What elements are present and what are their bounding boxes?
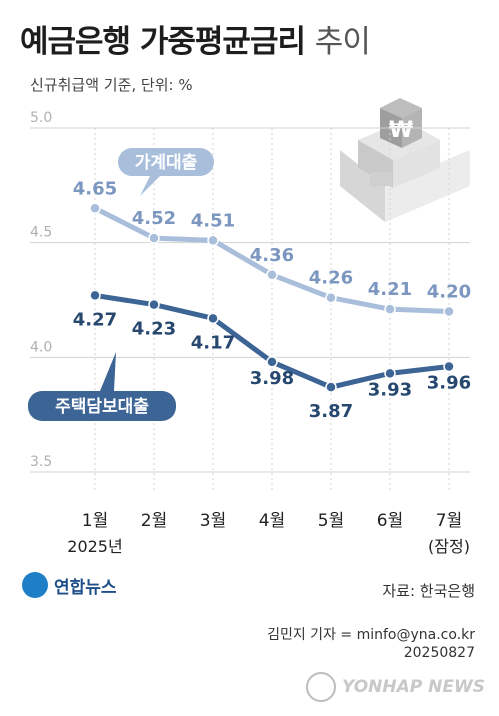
data-point [443, 305, 455, 318]
data-label: 3.87 [309, 401, 353, 422]
watermark-logo-icon [306, 672, 337, 702]
chart-title: 예금은행 가중평균금리 추이 [20, 16, 371, 61]
logo-text: 연합뉴스 [54, 577, 117, 598]
x-tick-label: 4월 [259, 511, 285, 531]
x-tick-sublabel: (잠정) [428, 537, 470, 556]
source-note: 자료: 한국은행 [382, 582, 475, 600]
data-point [207, 234, 219, 247]
data-label: 3.98 [250, 368, 294, 389]
x-tick-label: 2월 [141, 511, 167, 531]
data-point [89, 289, 101, 302]
data-label: 3.96 [427, 373, 471, 394]
data-point [148, 232, 160, 244]
watermark-text: YONHAP NEWS [342, 677, 485, 697]
data-label: 4.52 [132, 208, 176, 229]
data-point [384, 367, 396, 380]
data-point [266, 269, 278, 281]
legend-callout-pointer [140, 176, 160, 196]
x-tick-label: 7월 [436, 511, 462, 531]
data-point [325, 291, 337, 304]
data-label: 4.26 [309, 268, 353, 289]
won-sign: ₩ [389, 118, 413, 143]
chart-subtitle: 신규취급액 기준, 단위: % [30, 76, 193, 94]
data-label: 4.36 [250, 245, 294, 266]
yonhap-logo-icon [22, 572, 48, 598]
legend-callout-box [28, 391, 176, 421]
data-label: 4.51 [191, 210, 235, 231]
data-label: 4.65 [73, 178, 117, 199]
data-label: 4.20 [427, 281, 471, 302]
legend-series-label: 주택담보대출 [55, 397, 149, 417]
x-tick-label: 3월 [200, 511, 226, 531]
title-suffix: 추이 [314, 24, 371, 60]
data-point [384, 303, 396, 315]
x-tick-label: 5월 [318, 511, 344, 531]
y-tick-label: 5.0 [30, 110, 52, 126]
credit-date: 20250827 [403, 645, 475, 661]
y-tick-label: 4.5 [30, 225, 52, 241]
legend-callout-box [118, 148, 214, 176]
bank-building-icon: ₩ [340, 98, 470, 222]
data-point [443, 360, 455, 373]
title-main: 예금은행 가중평균금리 [20, 24, 306, 60]
credit: 김민지 기자 = minfo@yna.co.kr 20250827 [267, 626, 475, 662]
data-label: 4.21 [368, 279, 412, 300]
data-point [148, 298, 160, 311]
x-tick-label: 6월 [377, 511, 403, 531]
x-tick-sublabel: 2025년 [67, 537, 122, 556]
credit-reporter: 김민지 기자 = minfo@yna.co.kr [267, 627, 475, 643]
data-point [207, 312, 219, 325]
y-tick-label: 4.0 [30, 339, 52, 355]
data-label: 4.17 [191, 332, 235, 353]
legend-series-label: 가계대출 [135, 153, 198, 173]
data-label: 3.93 [368, 379, 412, 400]
yonhap-logo: 연합뉴스 [22, 572, 117, 598]
data-label: 4.23 [132, 319, 176, 340]
data-point [325, 381, 337, 393]
data-point [89, 202, 101, 215]
data-point [266, 356, 278, 368]
y-tick-label: 3.5 [30, 454, 52, 470]
data-label: 4.27 [73, 309, 117, 330]
x-tick-label: 1월 [82, 511, 108, 531]
watermark: YONHAP NEWS [306, 672, 485, 702]
legend-callout-pointer [100, 352, 116, 391]
